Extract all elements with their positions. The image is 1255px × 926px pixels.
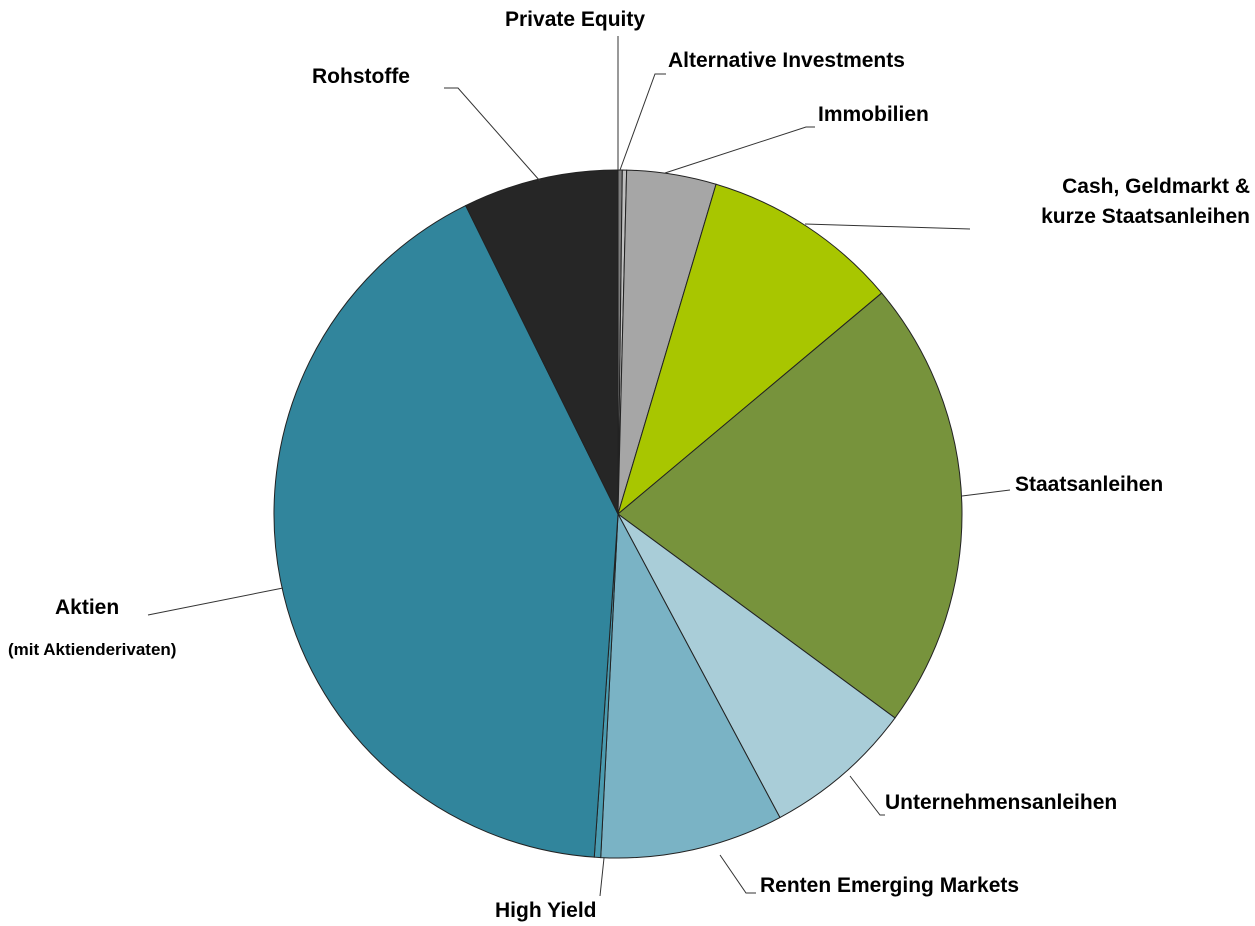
leader-line bbox=[599, 857, 605, 897]
pie-slice bbox=[617, 292, 963, 719]
pie-slice bbox=[617, 513, 896, 819]
pie-slice bbox=[617, 183, 883, 516]
leader-line bbox=[147, 587, 284, 616]
slice-label: Cash, Geldmarkt & kurze Staatsanleihen bbox=[1041, 175, 1250, 228]
leader-line bbox=[664, 126, 815, 174]
slice-label: Rohstoffe bbox=[312, 65, 410, 88]
leader-line bbox=[961, 489, 1011, 497]
leader-line bbox=[444, 87, 541, 182]
leader-line bbox=[804, 223, 971, 230]
pie-slice bbox=[600, 512, 781, 859]
slice-label: Private Equity bbox=[505, 8, 646, 31]
pie-slice bbox=[273, 204, 619, 858]
slice-label: Immobilien bbox=[818, 103, 929, 126]
slice-label: Renten Emerging Markets bbox=[760, 874, 1020, 897]
slice-label: High Yield bbox=[495, 899, 597, 922]
slice-label: Staatsanleihen bbox=[1015, 473, 1164, 496]
slice-label: Aktien bbox=[55, 596, 120, 619]
slice-label: Alternative Investments bbox=[668, 49, 905, 72]
leader-line bbox=[619, 73, 666, 171]
annotation: (mit Aktienderivaten) bbox=[8, 640, 177, 659]
leader-line bbox=[719, 854, 756, 894]
leader-line bbox=[849, 775, 885, 816]
pie-slice bbox=[465, 169, 619, 515]
slice-label: Unternehmensanleihen bbox=[885, 791, 1118, 814]
